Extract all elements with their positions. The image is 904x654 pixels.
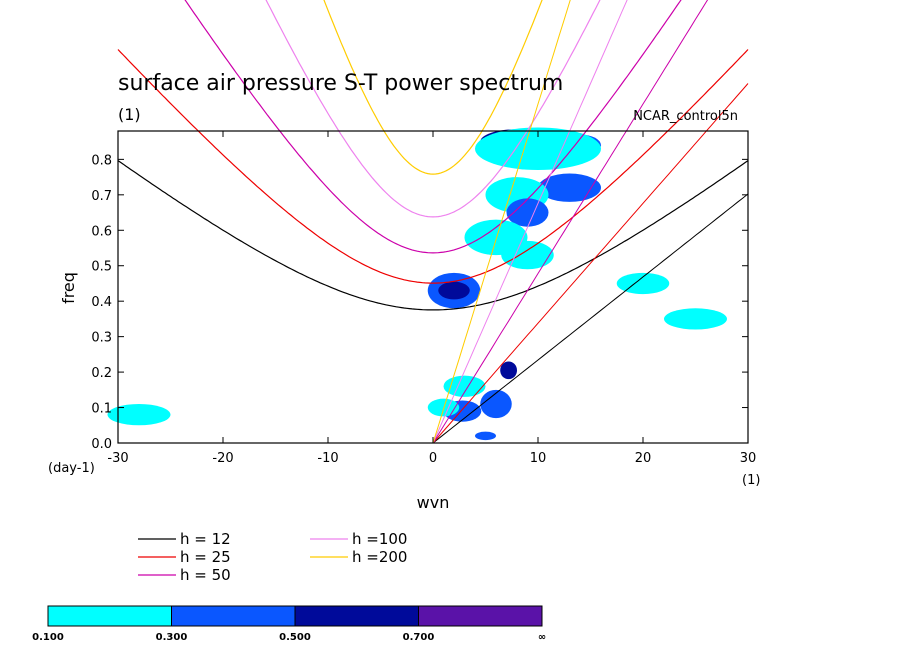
y-unit-label: (day-1): [48, 461, 95, 476]
kelvin-curve-1: [432, 83, 749, 443]
legend-label-4: h =200: [352, 548, 407, 566]
dispersion-curve-0: [117, 160, 749, 311]
x-unit-label: (1): [742, 473, 760, 488]
dispersion-curve-1: [117, 49, 749, 284]
kelvin-curve-2: [432, 0, 709, 443]
contour-patch-17: [107, 404, 171, 426]
legend-label-2: h = 50: [180, 566, 231, 584]
y-tick-label-6: 0.6: [91, 224, 112, 239]
legend-label-1: h = 25: [180, 548, 231, 566]
contour-patch-18: [616, 272, 670, 295]
dispersion-curves: [117, 0, 749, 443]
x-tick-label-0: -30: [107, 451, 128, 466]
y-tick-label-3: 0.3: [91, 331, 112, 346]
chart-subtitle-left: (1): [118, 105, 141, 124]
y-tick-label-7: 0.7: [91, 189, 112, 204]
legend-label-0: h = 12: [180, 530, 231, 548]
colorbar-label-1: 0.300: [156, 632, 188, 643]
dispersion-curve-4: [323, 0, 543, 175]
contour-patch-16: [475, 431, 496, 441]
x-tick-label-4: 10: [530, 451, 547, 466]
colorbar-segment-2: [294, 605, 419, 627]
contour-field: [107, 127, 727, 441]
contour-patch-12: [500, 361, 517, 380]
contour-patch-2: [475, 127, 601, 170]
colorbar: 0.100 0.300 0.500 0.700 ∞: [32, 605, 546, 643]
y-tick-label-4: 0.4: [91, 295, 112, 310]
chart-title: surface air pressure S-T power spectrum: [118, 71, 563, 96]
x-tick-label-1: -20: [212, 451, 233, 466]
x-tick-label-6: 30: [740, 451, 757, 466]
colorbar-label-2: 0.500: [279, 632, 311, 643]
contour-patch-19: [664, 308, 727, 330]
kelvin-curve-4: [432, 0, 571, 443]
kelvin-curve-3: [432, 0, 628, 443]
dispersion-curve-3: [265, 0, 601, 218]
axis-ticks: -30 -20 -10 0 10 20 30 0.0 0.1 0.2 0.3 0.4 0.5 0.6 0.7…: [91, 131, 756, 466]
dispersion-curve-2: [184, 0, 682, 254]
y-tick-label-2: 0.2: [91, 366, 112, 381]
colorbar-label-4: ∞: [538, 632, 546, 643]
legend-label-3: h =100: [352, 530, 407, 548]
colorbar-segment-0: [47, 605, 172, 627]
y-tick-label-0: 0.0: [91, 437, 112, 452]
contour-patch-3: [538, 173, 601, 202]
contour-patch-8: [438, 281, 470, 300]
colorbar-segment-1: [171, 605, 296, 627]
contour-patch-5: [506, 198, 549, 227]
x-tick-label-5: 20: [635, 451, 652, 466]
x-tick-label-3: 0: [429, 451, 437, 466]
contour-patch-9: [464, 219, 528, 256]
kelvin-curve-0: [432, 193, 749, 443]
contour-patch-15: [443, 375, 486, 397]
x-tick-label-2: -10: [317, 451, 338, 466]
y-axis-label: freq: [59, 272, 78, 304]
colorbar-segment-3: [418, 605, 543, 627]
contour-patch-11: [480, 389, 512, 419]
y-tick-label-8: 0.8: [91, 153, 112, 168]
x-axis-label: wvn: [417, 493, 450, 512]
colorbar-label-0: 0.100: [32, 632, 64, 643]
y-tick-label-1: 0.1: [91, 402, 112, 417]
y-tick-label-5: 0.5: [91, 260, 112, 275]
colorbar-label-3: 0.700: [403, 632, 435, 643]
chart-subtitle-right: NCAR_control5n: [633, 109, 738, 124]
